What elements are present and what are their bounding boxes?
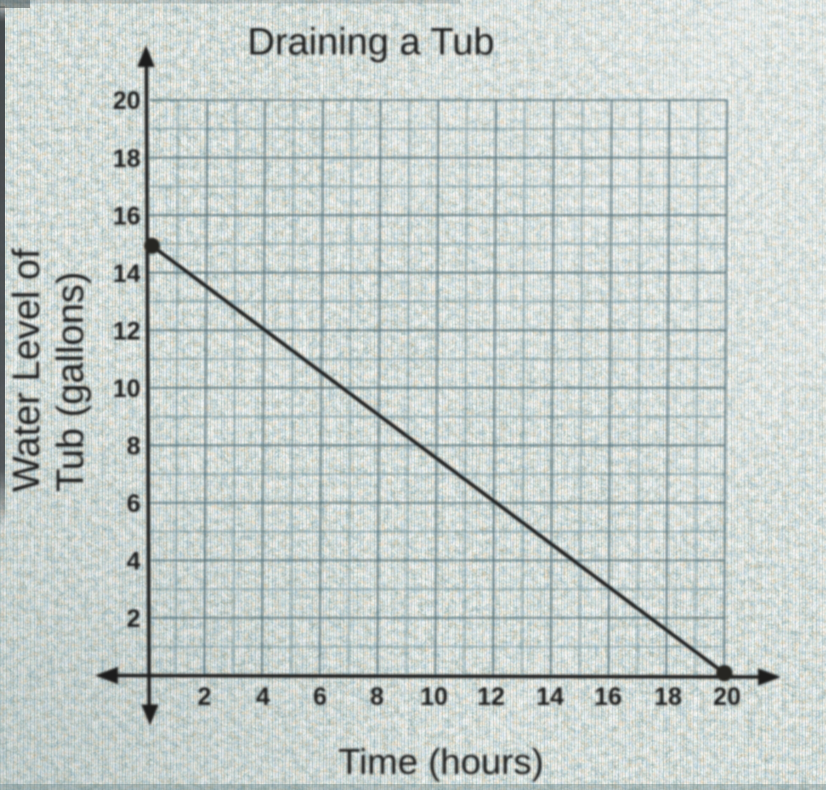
svg-text:20: 20 [113, 87, 141, 115]
svg-text:Tub (gallons): Tub (gallons) [50, 272, 92, 492]
svg-text:16: 16 [594, 683, 622, 711]
svg-text:20: 20 [713, 683, 741, 711]
svg-text:16: 16 [113, 202, 141, 230]
svg-text:2: 2 [197, 683, 211, 711]
svg-text:12: 12 [477, 683, 505, 711]
svg-text:Draining a Tub: Draining a Tub [247, 22, 494, 64]
svg-text:6: 6 [313, 683, 327, 711]
svg-text:2: 2 [127, 605, 141, 633]
svg-text:18: 18 [654, 683, 682, 711]
svg-text:4: 4 [256, 683, 270, 711]
svg-text:Time (hours): Time (hours) [338, 741, 544, 782]
svg-text:8: 8 [370, 683, 384, 711]
svg-text:14: 14 [113, 260, 141, 288]
svg-text:6: 6 [127, 490, 141, 518]
svg-text:Water Level of: Water Level of [6, 248, 48, 492]
svg-text:8: 8 [127, 432, 141, 460]
svg-text:12: 12 [113, 317, 141, 345]
svg-text:18: 18 [113, 145, 141, 173]
svg-text:4: 4 [127, 548, 141, 576]
svg-text:10: 10 [420, 683, 448, 711]
svg-text:14: 14 [536, 683, 564, 711]
svg-text:10: 10 [113, 375, 141, 403]
